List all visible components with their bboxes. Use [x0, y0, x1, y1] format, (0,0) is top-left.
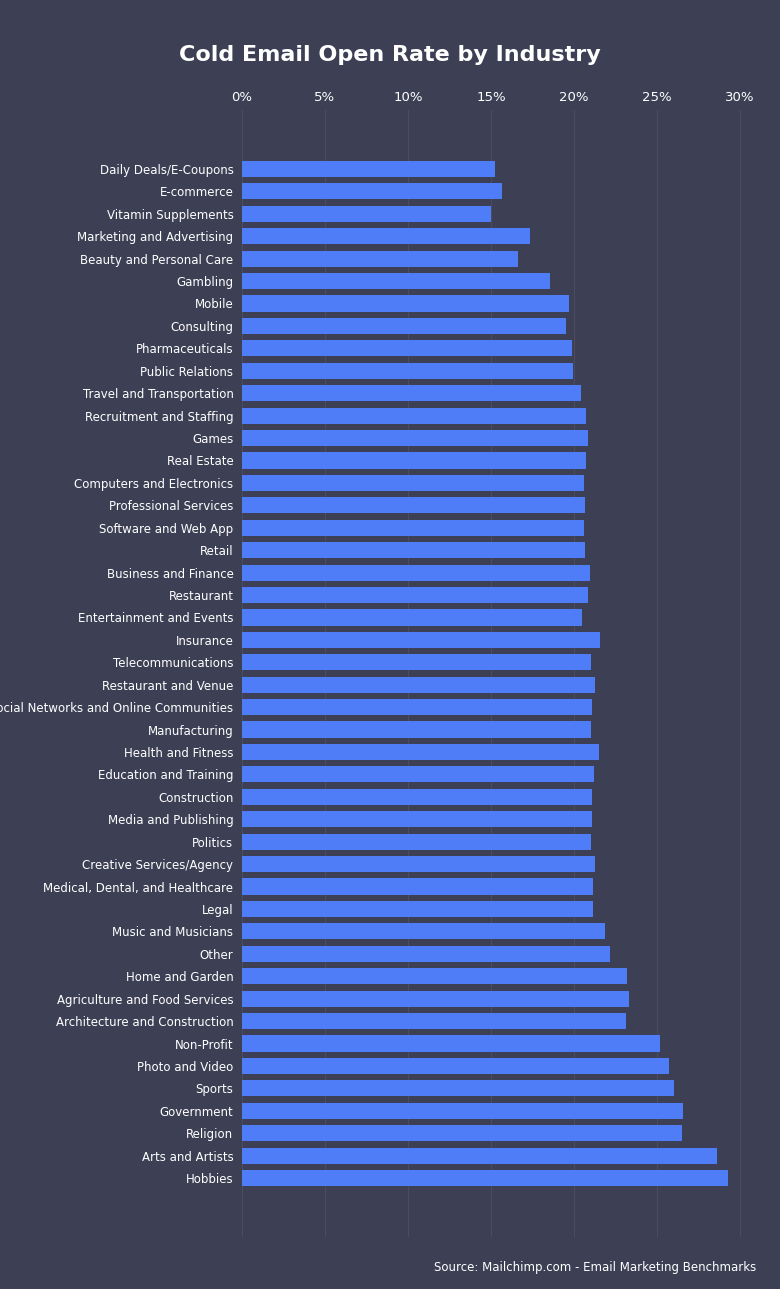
Bar — [242, 1058, 668, 1074]
Bar — [242, 632, 600, 648]
Bar — [242, 543, 585, 558]
Bar — [242, 362, 573, 379]
Text: Cold Email Open Rate by Industry: Cold Email Open Rate by Industry — [179, 45, 601, 66]
Bar — [242, 856, 595, 873]
Bar — [242, 1147, 717, 1164]
Bar — [242, 431, 587, 446]
Bar — [242, 161, 495, 177]
Bar — [242, 968, 627, 985]
Bar — [242, 565, 590, 580]
Bar — [242, 991, 629, 1007]
Bar — [242, 722, 591, 737]
Bar — [242, 318, 566, 334]
Bar — [242, 1170, 728, 1186]
Bar — [242, 519, 584, 536]
Bar — [242, 655, 590, 670]
Bar — [242, 1035, 660, 1052]
Bar — [242, 744, 598, 761]
Bar — [242, 610, 583, 625]
Bar — [242, 273, 550, 289]
Bar — [242, 811, 592, 828]
Bar — [242, 1080, 674, 1097]
Bar — [242, 452, 586, 468]
Bar — [242, 879, 594, 895]
Bar — [242, 1103, 682, 1119]
Bar — [242, 206, 491, 222]
Bar — [242, 901, 594, 916]
Bar — [242, 789, 592, 804]
Bar — [242, 183, 502, 200]
Bar — [242, 498, 585, 513]
Bar — [242, 407, 586, 424]
Bar — [242, 586, 588, 603]
Bar — [242, 340, 572, 356]
Bar — [242, 923, 605, 940]
Bar — [242, 250, 518, 267]
Bar — [242, 767, 594, 782]
Bar — [242, 1125, 682, 1141]
Bar — [242, 1013, 626, 1029]
Bar — [242, 385, 581, 401]
Bar — [242, 677, 595, 692]
Bar — [242, 295, 569, 312]
Bar — [242, 946, 610, 962]
Bar — [242, 228, 530, 244]
Text: Source: Mailchimp.com - Email Marketing Benchmarks: Source: Mailchimp.com - Email Marketing … — [434, 1261, 757, 1274]
Bar — [242, 474, 583, 491]
Bar — [242, 834, 591, 849]
Bar — [242, 699, 591, 715]
